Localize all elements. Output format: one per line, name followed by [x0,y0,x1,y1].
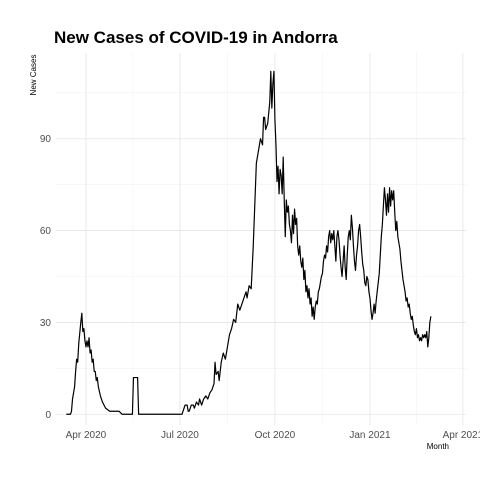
y-axis-tick-labels: 0 30 60 90 [40,134,52,421]
y-axis-label: New Cases [29,55,38,96]
chart-title: New Cases of COVID-19 in Andorra [54,28,338,47]
y-tick-label: 60 [40,226,52,237]
major-gridlines-x [85,53,464,425]
x-axis-tick-labels: Apr 2020 Jul 2020 Oct 2020 Jan 2021 Apr 2021 [66,430,480,441]
minor-gridlines-x [132,53,417,425]
y-tick-label: 90 [40,134,52,145]
new-cases-line [66,70,432,415]
x-tick-label: Apr 2020 [66,430,107,441]
x-axis-label: Month [427,442,449,451]
x-tick-label: Oct 2020 [255,430,296,441]
x-tick-label: Jul 2020 [161,430,199,441]
minor-gridlines-y [56,92,466,369]
y-tick-label: 30 [40,318,52,329]
x-tick-label: Apr 2021 [443,430,480,441]
x-tick-label: Jan 2021 [349,430,391,441]
y-tick-label: 0 [45,410,51,421]
